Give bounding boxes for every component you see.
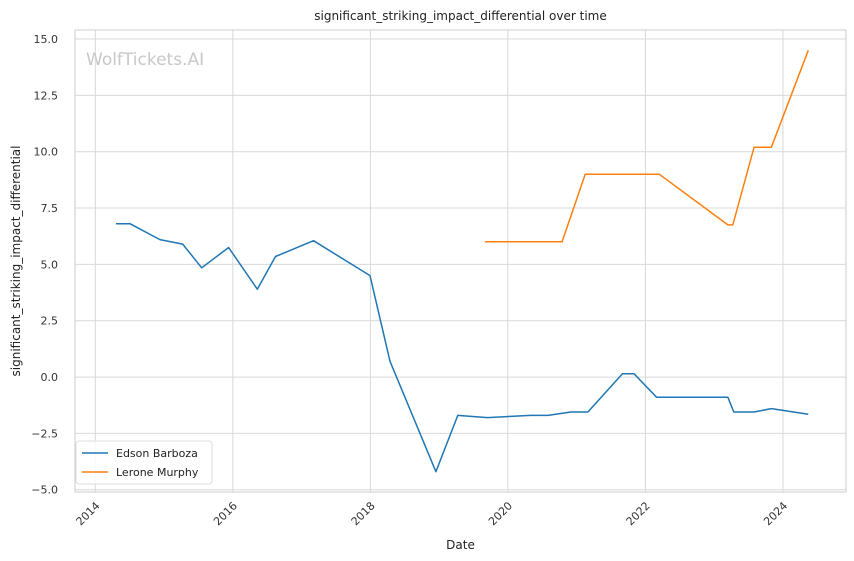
legend: Edson Barboza Lerone Murphy [75,440,213,485]
y-tick-label: 10.0 [34,146,59,159]
legend-box [75,440,213,485]
y-axis-ticks: −5.0 −2.5 0.0 2.5 5.0 7.5 10.0 12.5 15.0 [31,33,58,497]
x-tick-label: 2020 [486,499,515,528]
x-tick-label: 2018 [349,499,378,528]
y-tick-label: 5.0 [41,258,59,271]
legend-label-0: Edson Barboza [116,447,198,460]
series-line-1 [484,50,810,243]
plot-area [75,30,846,492]
y-axis-title: significant_striking_impact_differential [9,146,23,377]
x-tick-label: 2016 [211,499,240,528]
y-tick-label: −2.5 [31,427,58,440]
series-line-0 [115,223,809,473]
y-tick-label: −5.0 [31,484,58,497]
grid [75,30,846,492]
x-tick-label: 2014 [74,499,103,528]
y-tick-label: 15.0 [34,33,59,46]
x-axis-ticks: 2014 2016 2018 2020 2022 2024 [74,499,791,528]
x-tick-label: 2022 [624,499,653,528]
legend-label-1: Lerone Murphy [116,466,199,479]
series-layer [115,50,810,473]
plot-frame [74,29,847,493]
watermark: WolfTickets.AI [86,50,204,70]
y-tick-label: 2.5 [41,315,59,328]
y-tick-label: 0.0 [41,371,59,384]
y-tick-label: 12.5 [34,89,59,102]
x-tick-label: 2024 [761,499,790,528]
y-tick-label: 7.5 [41,202,59,215]
x-axis-title: Date [446,538,475,552]
chart-title: significant_striking_impact_differential… [314,9,606,23]
